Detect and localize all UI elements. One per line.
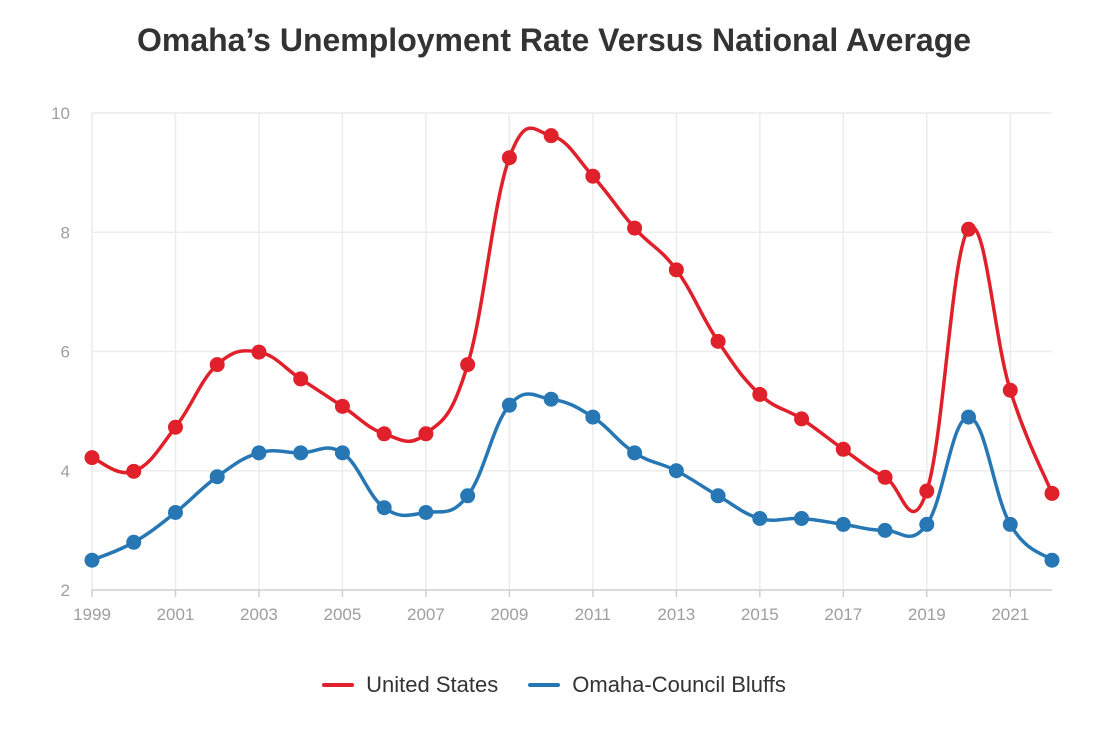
series-united-states	[84, 126, 1060, 514]
legend-swatch-united-states	[322, 683, 355, 687]
y-tick-label: 8	[61, 223, 70, 242]
data-point-united-states[interactable]	[501, 150, 517, 166]
data-point-united-states[interactable]	[919, 483, 935, 499]
x-tick-label: 2001	[157, 605, 195, 624]
data-point-omaha-council-bluffs[interactable]	[1044, 552, 1060, 568]
legend-swatch-omaha-council-bluffs	[528, 683, 561, 687]
data-point-united-states[interactable]	[209, 357, 225, 373]
data-point-omaha-council-bluffs[interactable]	[919, 516, 935, 532]
x-tick-label: 2005	[324, 605, 362, 624]
legend-item-united-states[interactable]: United States	[322, 672, 498, 698]
data-point-united-states[interactable]	[1002, 382, 1018, 398]
series-omaha-council-bluffs	[84, 391, 1060, 568]
data-point-united-states[interactable]	[585, 168, 601, 184]
data-point-united-states[interactable]	[167, 419, 183, 435]
x-tick-label: 2019	[908, 605, 946, 624]
data-point-united-states[interactable]	[460, 357, 476, 373]
data-point-united-states[interactable]	[293, 371, 309, 387]
legend-label-united-states: United States	[366, 672, 499, 697]
data-point-omaha-council-bluffs[interactable]	[627, 445, 643, 461]
x-tick-label: 2009	[490, 605, 528, 624]
data-point-omaha-council-bluffs[interactable]	[334, 445, 350, 461]
y-tick-label: 10	[51, 104, 70, 123]
data-point-united-states[interactable]	[126, 463, 142, 479]
legend: United States Omaha-Council Bluffs	[0, 672, 1108, 698]
data-point-omaha-council-bluffs[interactable]	[126, 534, 142, 550]
x-tick-label: 1999	[73, 605, 111, 624]
data-point-united-states[interactable]	[835, 441, 851, 457]
data-point-united-states[interactable]	[752, 386, 768, 402]
data-point-united-states[interactable]	[543, 128, 559, 144]
data-point-omaha-council-bluffs[interactable]	[251, 445, 267, 461]
data-point-omaha-council-bluffs[interactable]	[418, 504, 434, 520]
data-point-omaha-council-bluffs[interactable]	[460, 488, 476, 504]
x-tick-label: 2007	[407, 605, 445, 624]
data-point-omaha-council-bluffs[interactable]	[668, 463, 684, 479]
legend-item-omaha-council-bluffs[interactable]: Omaha-Council Bluffs	[528, 672, 786, 698]
data-point-omaha-council-bluffs[interactable]	[835, 516, 851, 532]
data-point-united-states[interactable]	[418, 426, 434, 442]
data-point-omaha-council-bluffs[interactable]	[585, 409, 601, 425]
data-point-united-states[interactable]	[334, 398, 350, 414]
y-tick-label: 6	[61, 343, 70, 362]
data-point-united-states[interactable]	[877, 469, 893, 485]
y-tick-label: 4	[61, 462, 70, 481]
series-line-united-states	[91, 126, 1054, 514]
x-axis	[91, 589, 1052, 597]
x-tick-label: 2017	[824, 605, 862, 624]
data-point-omaha-council-bluffs[interactable]	[752, 510, 768, 526]
data-point-omaha-council-bluffs[interactable]	[167, 504, 183, 520]
data-point-omaha-council-bluffs[interactable]	[84, 552, 100, 568]
data-point-omaha-council-bluffs[interactable]	[794, 510, 810, 526]
x-axis-labels: 1999 2001 2003 2005 2007 2009 2011 2013 2015 2017…	[73, 605, 1029, 624]
data-point-omaha-council-bluffs[interactable]	[501, 397, 517, 413]
data-point-united-states[interactable]	[376, 426, 392, 442]
y-tick-label: 2	[61, 581, 70, 600]
data-point-omaha-council-bluffs[interactable]	[1002, 516, 1018, 532]
data-point-united-states[interactable]	[794, 411, 810, 427]
x-tick-label: 2011	[575, 605, 612, 624]
data-point-united-states[interactable]	[961, 221, 977, 237]
data-point-omaha-council-bluffs[interactable]	[961, 409, 977, 425]
data-point-omaha-council-bluffs[interactable]	[877, 522, 893, 538]
legend-label-omaha-council-bluffs: Omaha-Council Bluffs	[572, 672, 786, 697]
data-point-omaha-council-bluffs[interactable]	[209, 469, 225, 485]
data-point-united-states[interactable]	[84, 450, 100, 466]
chart-title: Omaha’s Unemployment Rate Versus Nationa…	[136, 22, 972, 58]
data-point-omaha-council-bluffs[interactable]	[710, 488, 726, 504]
data-point-omaha-council-bluffs[interactable]	[376, 500, 392, 516]
x-tick-label: 2013	[657, 605, 695, 624]
data-point-omaha-council-bluffs[interactable]	[293, 445, 309, 461]
data-point-united-states[interactable]	[668, 262, 684, 278]
data-point-united-states[interactable]	[627, 220, 643, 236]
data-point-united-states[interactable]	[1044, 485, 1060, 501]
data-point-omaha-council-bluffs[interactable]	[543, 391, 559, 407]
data-point-united-states[interactable]	[251, 344, 267, 360]
x-tick-label: 2003	[240, 605, 278, 624]
y-axis-labels: 2 4 6 8 10	[51, 104, 70, 600]
series-line-omaha-council-bluffs	[91, 392, 1054, 562]
x-tick-label: 2021	[991, 605, 1029, 624]
data-point-united-states[interactable]	[710, 333, 726, 349]
x-tick-label: 2015	[741, 605, 779, 624]
grid-lines	[91, 112, 1052, 590]
series-layer	[84, 126, 1060, 568]
